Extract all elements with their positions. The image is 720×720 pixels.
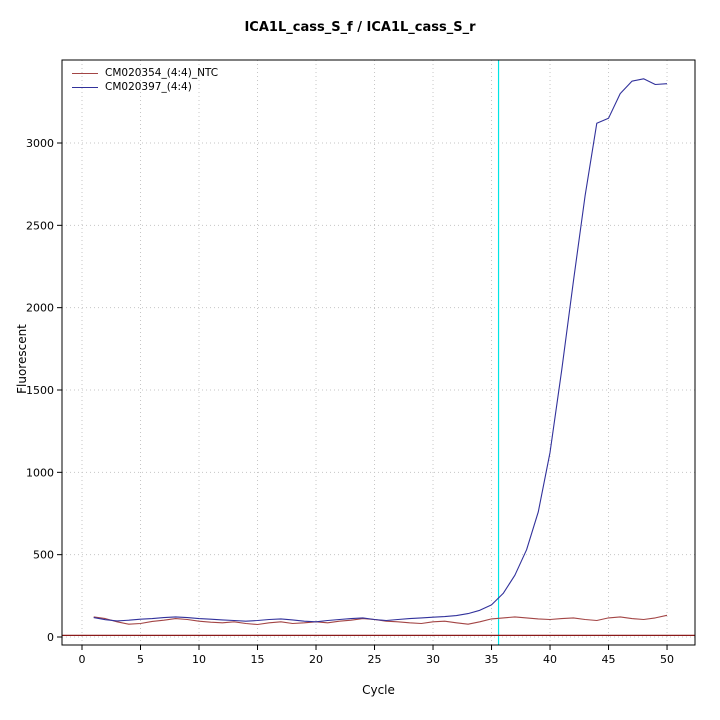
x-axis-label: Cycle [362,683,395,697]
y-tick-label: 2500 [26,219,54,232]
plot-box [61,59,696,646]
x-tick-label: 20 [309,653,323,666]
x-tick-label: 15 [251,653,265,666]
x-tick-label: 25 [368,653,382,666]
y-tick-label: 3000 [26,137,54,150]
legend: CM020354_(4:4)_NTC CM020397_(4:4) [72,66,218,94]
y-tick-label: 1000 [26,466,54,479]
x-tick-label: 45 [602,653,616,666]
legend-label-sample: CM020397_(4:4) [105,81,192,93]
y-axis-label: Fluorescent [15,324,29,394]
x-tick-label: 50 [660,653,674,666]
y-tick-label: 0 [47,631,54,644]
chart-title: ICA1L_cass_S_f / ICA1L_cass_S_r [244,20,476,35]
x-tick-label: 10 [192,653,206,666]
x-tick-label: 35 [485,653,499,666]
y-tick-label: 2000 [26,302,54,315]
y-tick-label: 1500 [26,384,54,397]
x-tick-label: 0 [79,653,86,666]
series-line-1 [93,78,668,623]
y-tick-label: 500 [33,549,54,562]
legend-item-ntc: CM020354_(4:4)_NTC [72,66,218,80]
x-tick-label: 40 [543,653,557,666]
legend-line-ntc-icon [72,72,98,74]
legend-line-sample-icon [72,86,98,88]
x-tick-label: 30 [426,653,440,666]
legend-item-sample: CM020397_(4:4) [72,80,218,94]
legend-label-ntc: CM020354_(4:4)_NTC [105,67,219,79]
x-tick-label: 5 [137,653,144,666]
